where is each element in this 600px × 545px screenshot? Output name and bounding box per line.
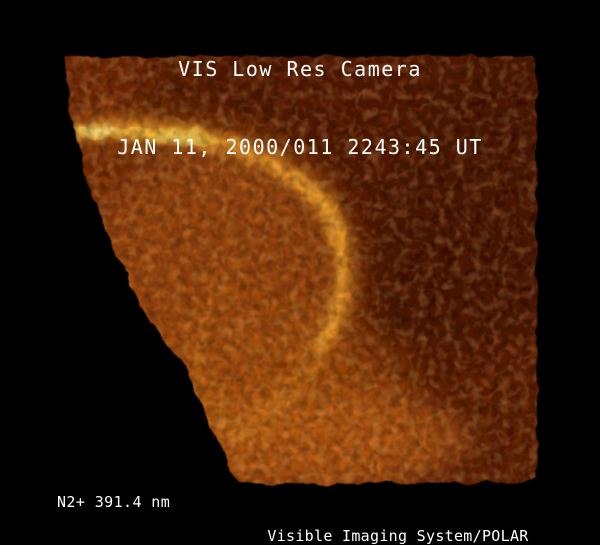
credit-block: Visible Imaging System/POLAR The Univers… (217, 493, 579, 545)
title-camera-line: VIS Low Res Camera (178, 57, 422, 81)
wavelength-label: N2+ 391.4 nm (57, 493, 171, 511)
image-title: VIS Low Res Camera JAN 11, 2000/011 2243… (0, 4, 600, 212)
title-timestamp-line: JAN 11, 2000/011 2243:45 UT (117, 135, 483, 159)
credit-instrument-line: Visible Imaging System/POLAR (267, 527, 529, 545)
